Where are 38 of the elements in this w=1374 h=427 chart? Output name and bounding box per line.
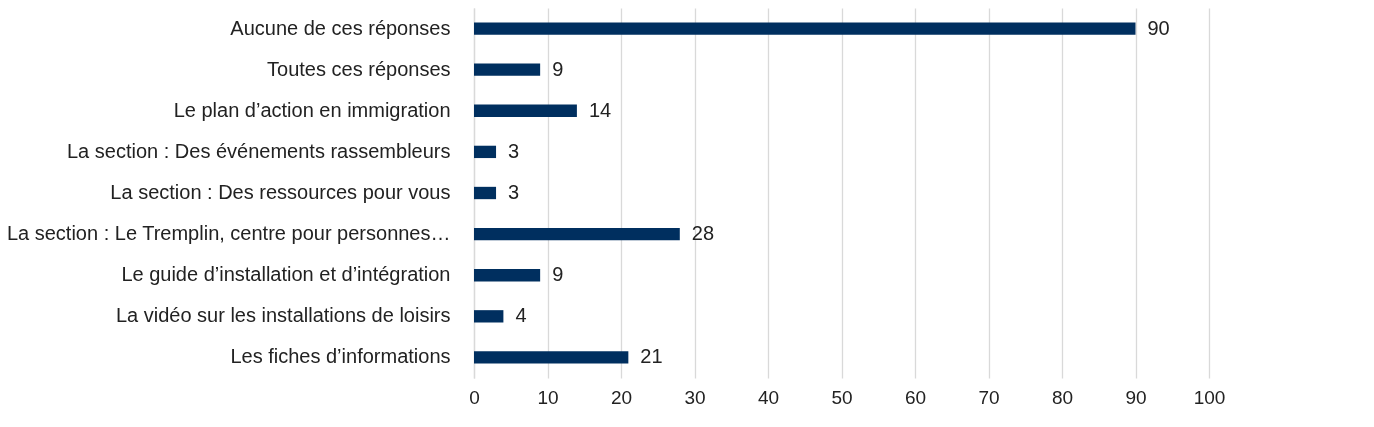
x-tick-label: 100 <box>1193 386 1226 408</box>
y-tick-label: Les fiches d’informations <box>230 345 451 368</box>
y-tick-label: La section : Des événements rassembleurs <box>66 139 451 162</box>
data-label: 9 <box>552 263 564 286</box>
x-tick-label: 30 <box>684 386 706 408</box>
x-tick-label: 20 <box>610 386 633 408</box>
bar <box>474 22 1136 35</box>
y-tick-label: Le plan d’action en immigration <box>173 98 451 121</box>
y-tick-label: Le guide d’installation et d’intégration <box>121 263 451 286</box>
x-tick-label: 90 <box>1125 386 1147 408</box>
x-tick-label: 40 <box>757 386 780 408</box>
x-tick-label: 60 <box>904 386 927 408</box>
y-tick-label: La vidéo sur les installations de loisirs <box>115 304 451 327</box>
x-tick-label: 70 <box>978 386 1000 408</box>
bar <box>474 145 497 159</box>
bar <box>474 269 541 282</box>
data-label: 14 <box>588 98 612 121</box>
data-label: 21 <box>640 345 663 368</box>
data-label: 4 <box>515 304 527 327</box>
y-tick-label: La section : Des ressources pour vous <box>110 181 451 203</box>
y-tick-label: Toutes ces réponses <box>267 57 451 80</box>
data-label: 28 <box>691 222 715 245</box>
y-tick-label: Aucune de ces réponses <box>230 16 451 39</box>
bar <box>474 63 541 76</box>
y-tick-label: La section : Le Tremplin, centre pour personnes… <box>6 222 451 245</box>
bar <box>474 310 504 323</box>
data-label: 90 <box>1147 16 1170 39</box>
x-tick-label: 10 <box>537 386 559 408</box>
bar <box>474 227 680 241</box>
bar <box>474 351 629 364</box>
data-label: 3 <box>508 139 520 162</box>
x-tick-label: 0 <box>469 386 480 408</box>
bar <box>474 186 497 200</box>
data-label: 9 <box>552 57 564 80</box>
x-tick-label: 50 <box>831 386 853 408</box>
x-tick-label: 80 <box>1051 386 1074 408</box>
bar <box>474 104 577 117</box>
data-label: 3 <box>508 181 520 203</box>
